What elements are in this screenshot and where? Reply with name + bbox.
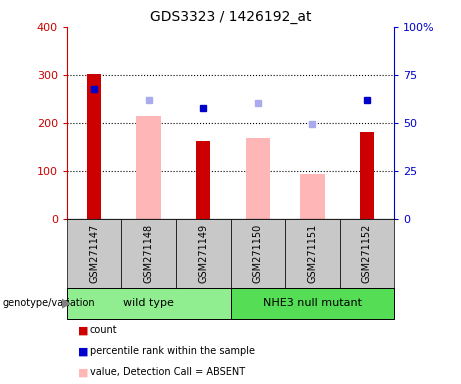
Text: ■: ■ xyxy=(78,325,89,335)
Bar xyxy=(67,288,230,319)
Bar xyxy=(340,219,394,288)
Text: value, Detection Call = ABSENT: value, Detection Call = ABSENT xyxy=(90,367,245,377)
Bar xyxy=(300,174,325,219)
Bar xyxy=(87,74,101,219)
Bar xyxy=(230,288,394,319)
Bar xyxy=(121,219,176,288)
Text: GSM271152: GSM271152 xyxy=(362,224,372,283)
Bar xyxy=(176,219,230,288)
Bar xyxy=(67,219,121,288)
Text: ■: ■ xyxy=(78,367,89,377)
Text: ■: ■ xyxy=(78,346,89,356)
Text: wild type: wild type xyxy=(123,298,174,308)
Bar xyxy=(230,219,285,288)
Text: percentile rank within the sample: percentile rank within the sample xyxy=(90,346,255,356)
Text: ▶: ▶ xyxy=(62,297,72,310)
Bar xyxy=(285,219,340,288)
Text: NHE3 null mutant: NHE3 null mutant xyxy=(263,298,362,308)
Text: count: count xyxy=(90,325,118,335)
Bar xyxy=(246,138,270,219)
Text: GSM271150: GSM271150 xyxy=(253,224,263,283)
Title: GDS3323 / 1426192_at: GDS3323 / 1426192_at xyxy=(150,10,311,25)
Text: GSM271151: GSM271151 xyxy=(307,224,317,283)
Text: GSM271147: GSM271147 xyxy=(89,224,99,283)
Text: GSM271148: GSM271148 xyxy=(144,224,154,283)
Bar xyxy=(196,141,210,219)
Text: genotype/variation: genotype/variation xyxy=(2,298,95,308)
Bar xyxy=(136,116,161,219)
Bar xyxy=(360,132,374,219)
Text: GSM271149: GSM271149 xyxy=(198,224,208,283)
